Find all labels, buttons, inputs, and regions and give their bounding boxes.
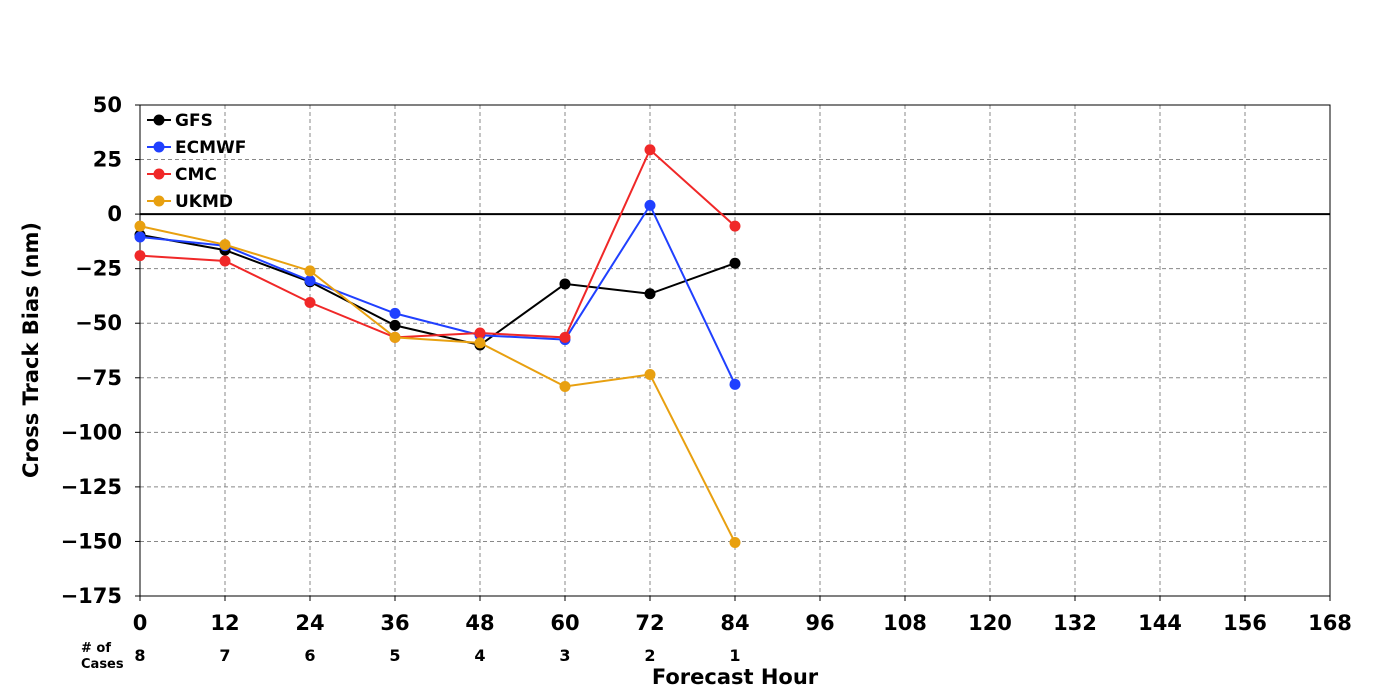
data-point: [134, 231, 146, 243]
data-point: [474, 327, 486, 339]
x-tick-label: 156: [1223, 611, 1267, 635]
data-point: [304, 296, 316, 308]
legend-item-ukmd: UKMD: [147, 192, 233, 212]
series-line: [139, 225, 736, 543]
x-tick-label: 168: [1308, 611, 1352, 635]
data-point: [219, 239, 231, 251]
data-point: [729, 220, 741, 232]
y-tick-label: 0: [107, 202, 122, 226]
legend-marker: [153, 195, 165, 207]
case-count: 7: [219, 646, 230, 665]
x-tick-label: 120: [968, 611, 1012, 635]
series-line: [139, 148, 736, 339]
data-point: [644, 288, 656, 300]
legend-item-ecmwf: ECMWF: [147, 138, 246, 158]
data-point: [559, 331, 571, 343]
data-point: [304, 265, 316, 277]
x-axis-label: Forecast Hour: [652, 665, 819, 689]
case-count: 6: [304, 646, 315, 665]
legend-label: CMC: [175, 165, 217, 185]
data-point: [389, 331, 401, 343]
data-point: [134, 220, 146, 232]
data-point: [304, 275, 316, 287]
x-tick-label: 48: [465, 611, 494, 635]
x-tick-label: 72: [635, 611, 664, 635]
legend-label: GFS: [175, 111, 213, 131]
case-count: 3: [559, 646, 570, 665]
x-tick-label: 144: [1138, 611, 1182, 635]
legend-marker: [153, 114, 165, 126]
y-tick-label: −175: [61, 584, 122, 608]
legend-item-gfs: GFS: [147, 111, 213, 131]
case-count: 8: [134, 646, 145, 665]
data-point: [389, 319, 401, 331]
x-tick-label: 132: [1053, 611, 1097, 635]
y-tick-label: −125: [61, 475, 122, 499]
y-tick-label: −100: [61, 420, 122, 444]
y-axis-label: Cross Track Bias (nm): [19, 222, 43, 478]
y-tick-label: −50: [75, 311, 122, 335]
data-point: [729, 537, 741, 549]
data-point: [219, 255, 231, 267]
data-point: [644, 144, 656, 156]
cases-row: # of Cases 8 7 6 5 4 3 2 1: [81, 641, 741, 672]
legend-label: UKMD: [175, 192, 233, 212]
y-tick-label: −150: [61, 529, 122, 553]
y-tick-label: −75: [75, 366, 122, 390]
legend-marker: [153, 168, 165, 180]
x-tick-label: 84: [720, 611, 749, 635]
legend-item-cmc: CMC: [147, 165, 217, 185]
y-tick-label: −25: [75, 257, 122, 281]
x-tick-label: 108: [883, 611, 927, 635]
case-count: 4: [474, 646, 485, 665]
data-point: [559, 381, 571, 393]
cases-label-line2: Cases: [81, 657, 124, 672]
cases-label: # of: [81, 641, 111, 656]
case-count: 5: [389, 646, 400, 665]
series-ukmd: [134, 220, 741, 549]
data-point: [134, 250, 146, 262]
legend-marker: [153, 141, 165, 153]
x-tick-label: 0: [133, 611, 148, 635]
x-tick-label: 24: [295, 611, 324, 635]
data-point: [729, 378, 741, 390]
data-point: [644, 199, 656, 211]
y-axis-ticks: 50 25 0 −25 −50 −75 −100 −125 −150 −175: [61, 93, 140, 608]
data-point: [644, 369, 656, 381]
data-point: [389, 307, 401, 319]
data-point: [559, 278, 571, 290]
case-count: 2: [644, 646, 655, 665]
series-line: [139, 203, 736, 385]
legend-label: ECMWF: [175, 138, 246, 158]
x-tick-label: 12: [210, 611, 239, 635]
grid-lines: [140, 105, 1330, 596]
x-tick-label: 60: [550, 611, 579, 635]
y-tick-label: 25: [93, 148, 122, 172]
case-count: 1: [729, 646, 740, 665]
legend: GFS ECMWF CMC UKMD: [147, 111, 246, 212]
x-tick-label: 36: [380, 611, 409, 635]
data-point: [729, 257, 741, 269]
data-point: [474, 337, 486, 349]
x-tick-label: 96: [805, 611, 834, 635]
x-axis-ticks: 0 12 24 36 48 60 72 84 96 108 120 132 144 156 168: [133, 596, 1352, 635]
series-layer: [134, 144, 741, 549]
y-tick-label: 50: [93, 93, 122, 117]
